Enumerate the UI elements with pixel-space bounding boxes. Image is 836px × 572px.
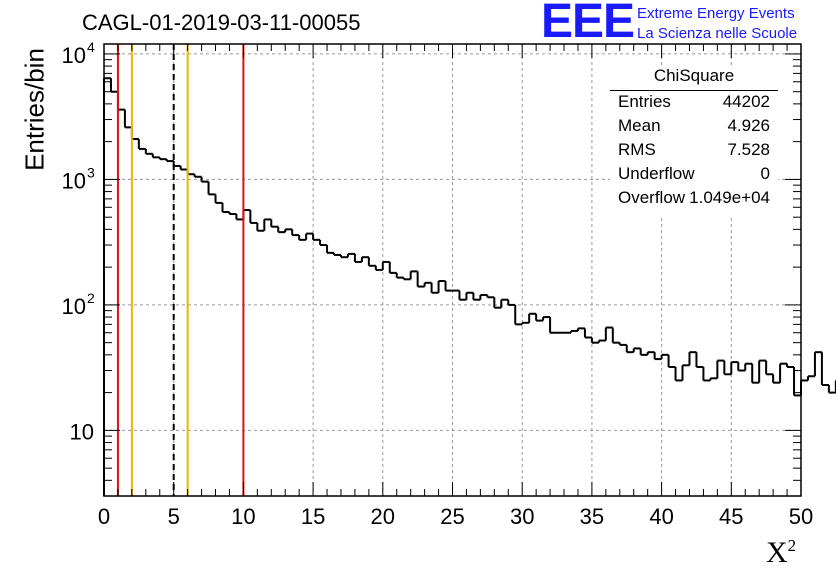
eee-logo-mark: EEE [541,0,635,48]
y-tick-label: 10 [62,43,86,68]
stat-row-rms: RMS 7.528 [618,140,770,160]
stats-box: ChiSquare Entries 44202 Mean 4.926 RMS 7… [610,66,778,216]
stat-label: Entries [618,92,671,111]
x-tick-label: 15 [301,504,325,529]
x-axis-label: X2 [766,536,796,570]
marker-lines [116,44,245,496]
stat-label: RMS [618,140,656,159]
stat-row-overflow: Overflow 1.049e+04 [618,188,770,208]
y-tick-label: 10 [62,294,86,319]
y-tick-label: 10 [62,168,86,193]
x-tick-label: 45 [719,504,743,529]
y-tick-label-exp: 3 [87,164,95,180]
x-tick-label: 40 [649,504,673,529]
stats-divider [610,90,778,91]
x-axis-ticks: 0 5 10 15 20 25 30 35 40 45 50 [98,44,813,529]
x-tick-label: 20 [371,504,395,529]
x-tick-label: 50 [789,504,813,529]
eee-logo-line2: La Scienza nelle Scuole [637,25,798,42]
stat-value: 7.528 [727,140,770,159]
y-tick-label-exp: 2 [87,290,95,306]
x-axis-label-base: X [766,536,788,569]
stat-label: Overflow [618,188,686,207]
plot-title: CAGL-01-2019-03-11-00055 [82,10,361,35]
y-tick-label-exp: 4 [87,39,95,55]
stat-label: Underflow [618,164,695,183]
x-tick-label: 30 [510,504,534,529]
y-tick-label: 10 [70,419,94,444]
stat-value: 44202 [722,92,770,111]
x-tick-label: 10 [231,504,255,529]
x-tick-label: 25 [440,504,464,529]
stat-label: Mean [618,116,661,135]
x-tick-label: 5 [168,504,180,529]
x-axis-label-sup: 2 [787,536,797,555]
stat-row-mean: Mean 4.926 [618,116,770,136]
stat-value: 1.049e+04 [689,188,770,207]
stat-row-entries: Entries 44202 [618,92,770,112]
stat-value: 4.926 [727,116,770,135]
stats-title: ChiSquare [653,66,735,85]
y-axis-label: Entries/bin [19,48,50,171]
stat-row-underflow: Underflow 0 [618,164,770,184]
stat-value: 0 [760,164,770,183]
x-tick-label: 35 [580,504,604,529]
eee-logo-line1: Extreme Energy Events [637,5,795,22]
x-tick-label: 0 [98,504,110,529]
